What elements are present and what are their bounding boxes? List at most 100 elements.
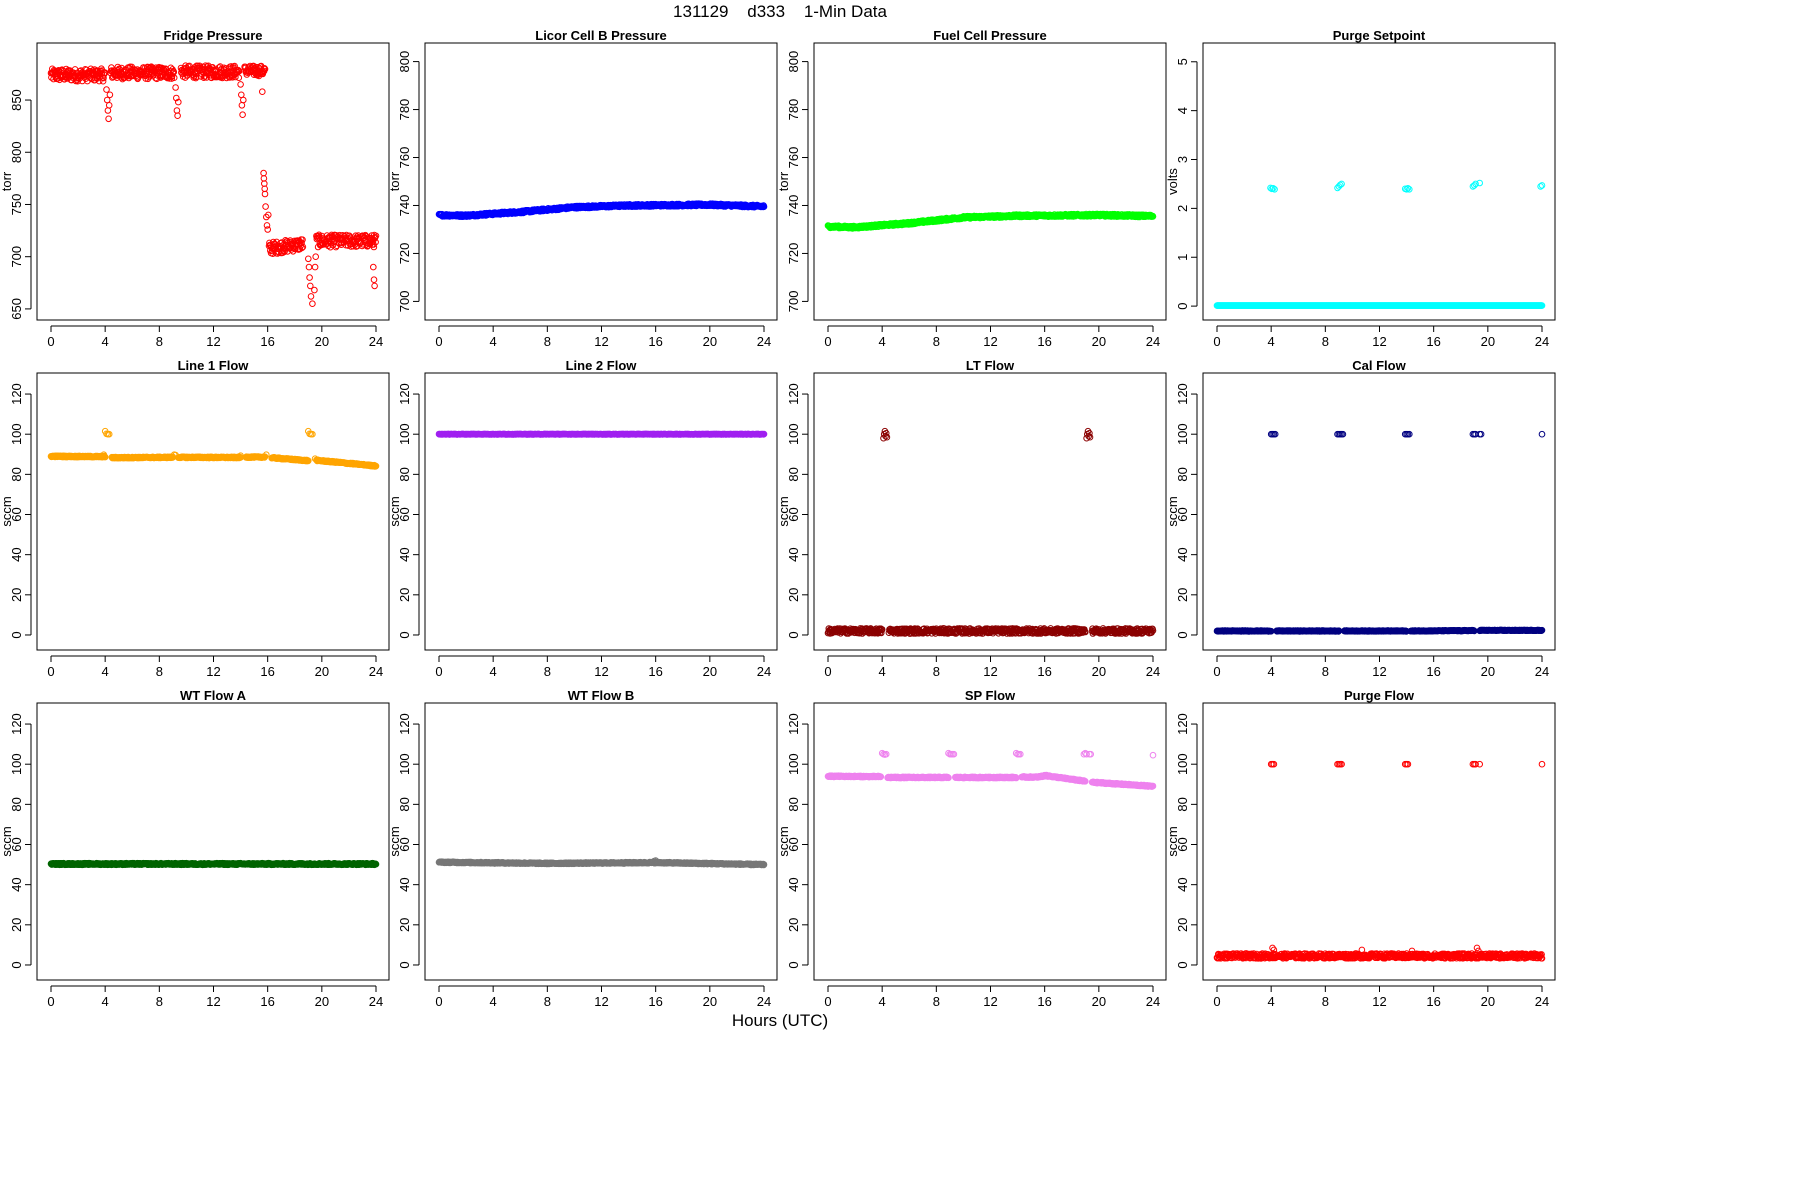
- x-tick-label: 0: [47, 664, 54, 679]
- y-tick-label: 800: [786, 51, 801, 73]
- x-tick-label: 8: [933, 334, 940, 349]
- data-point: [311, 286, 318, 294]
- x-tick-label: 4: [102, 334, 109, 349]
- plot-frame: [36, 372, 390, 651]
- data-point: [298, 239, 305, 247]
- y-tick-label: 0: [1175, 302, 1190, 309]
- y-tick-label: 80: [786, 467, 801, 481]
- y-tick-label: 40: [786, 547, 801, 561]
- x-tick-label: 12: [206, 334, 220, 349]
- y-tick-label: 80: [9, 467, 24, 481]
- data-point: [312, 253, 320, 261]
- data-series: [47, 62, 380, 308]
- y-tick-label: 740: [397, 195, 412, 217]
- x-tick-label: 12: [206, 664, 220, 679]
- y-tick-label: 4: [1175, 107, 1190, 114]
- y-tick-label: 20: [9, 588, 24, 602]
- data-point: [263, 213, 270, 221]
- x-tick-label: 8: [156, 334, 163, 349]
- x-tick-label: 20: [315, 334, 329, 349]
- data-series: [824, 427, 1157, 637]
- panel-title: Fridge Pressure: [164, 28, 263, 43]
- y-tick-label: 20: [786, 588, 801, 602]
- x-tick-label: 12: [1372, 334, 1386, 349]
- y-tick-label: 850: [9, 89, 24, 111]
- y-tick-label: 100: [9, 423, 24, 445]
- x-tick-label: 16: [260, 664, 274, 679]
- y-tick-label: 100: [397, 423, 412, 445]
- x-axis: 0 4 8 12 16 20 24: [47, 325, 383, 349]
- y-tick-label: 3: [1175, 156, 1190, 163]
- x-axis: 0 4 8 12 16 20 24: [435, 655, 771, 679]
- data-point: [175, 98, 182, 106]
- figure-title-resolution: 1-Min Data: [803, 2, 887, 21]
- y-tick-label: 0: [786, 631, 801, 638]
- data-point: [95, 77, 103, 85]
- data-point: [259, 88, 266, 95]
- data-point: [237, 81, 244, 88]
- x-axis: 0 4 8 12 16 20 24: [824, 325, 1160, 349]
- y-tick-label: 40: [9, 547, 24, 561]
- data-point: [370, 263, 377, 271]
- data-point: [264, 226, 272, 233]
- data-point: [292, 245, 299, 253]
- x-tick-label: 4: [879, 334, 886, 349]
- x-tick-label: 24: [1146, 334, 1160, 349]
- data-point: [170, 74, 178, 81]
- x-tick-label: 20: [315, 664, 329, 679]
- data-point: [173, 94, 180, 102]
- data-point: [263, 222, 271, 229]
- data-point: [260, 169, 267, 177]
- x-tick-label: 4: [490, 334, 497, 349]
- data-point: [298, 244, 306, 252]
- data-point: [306, 274, 313, 281]
- y-tick-label: 0: [9, 631, 24, 638]
- x-tick-label: 24: [369, 334, 383, 349]
- data-point: [231, 62, 238, 70]
- x-tick-label: 20: [703, 334, 717, 349]
- x-tick-label: 8: [1322, 334, 1329, 349]
- y-axis-title: volts: [1165, 168, 1180, 195]
- x-tick-label: 0: [435, 334, 442, 349]
- data-point: [55, 67, 63, 74]
- x-tick-label: 8: [933, 664, 940, 679]
- data-point: [370, 276, 378, 284]
- y-tick-label: 780: [397, 99, 412, 121]
- figure-title: 131129 d333 1-Min Data: [0, 0, 1560, 24]
- x-tick-label: 16: [260, 334, 274, 349]
- x-tick-label: 12: [983, 334, 997, 349]
- y-tick-label: 1: [1175, 254, 1190, 261]
- x-tick-label: 24: [1146, 664, 1160, 679]
- plot-frame: [424, 372, 778, 651]
- data-point: [172, 84, 179, 91]
- data-point: [103, 86, 110, 93]
- y-axis-title: sccm: [387, 496, 402, 526]
- x-tick-label: 16: [648, 664, 662, 679]
- data-point: [105, 115, 112, 123]
- data-point: [299, 243, 307, 251]
- y-tick-label: 120: [397, 383, 412, 405]
- data-point: [260, 175, 268, 182]
- x-tick-label: 24: [1535, 334, 1549, 349]
- data-point: [105, 102, 113, 109]
- plot-frame: [813, 372, 1167, 651]
- y-tick-label: 40: [397, 547, 412, 561]
- data-series: [824, 210, 1157, 232]
- y-tick-label: 800: [397, 51, 412, 73]
- panel-title: Purge Setpoint: [1333, 28, 1426, 43]
- y-tick-label: 100: [786, 423, 801, 445]
- data-point: [240, 96, 247, 104]
- x-tick-label: 0: [824, 664, 831, 679]
- data-point: [235, 74, 243, 81]
- data-point: [262, 203, 269, 210]
- plot-frame: [36, 42, 390, 321]
- data-point: [309, 300, 316, 308]
- plot-frame: [424, 42, 778, 321]
- y-tick-label: 20: [397, 588, 412, 602]
